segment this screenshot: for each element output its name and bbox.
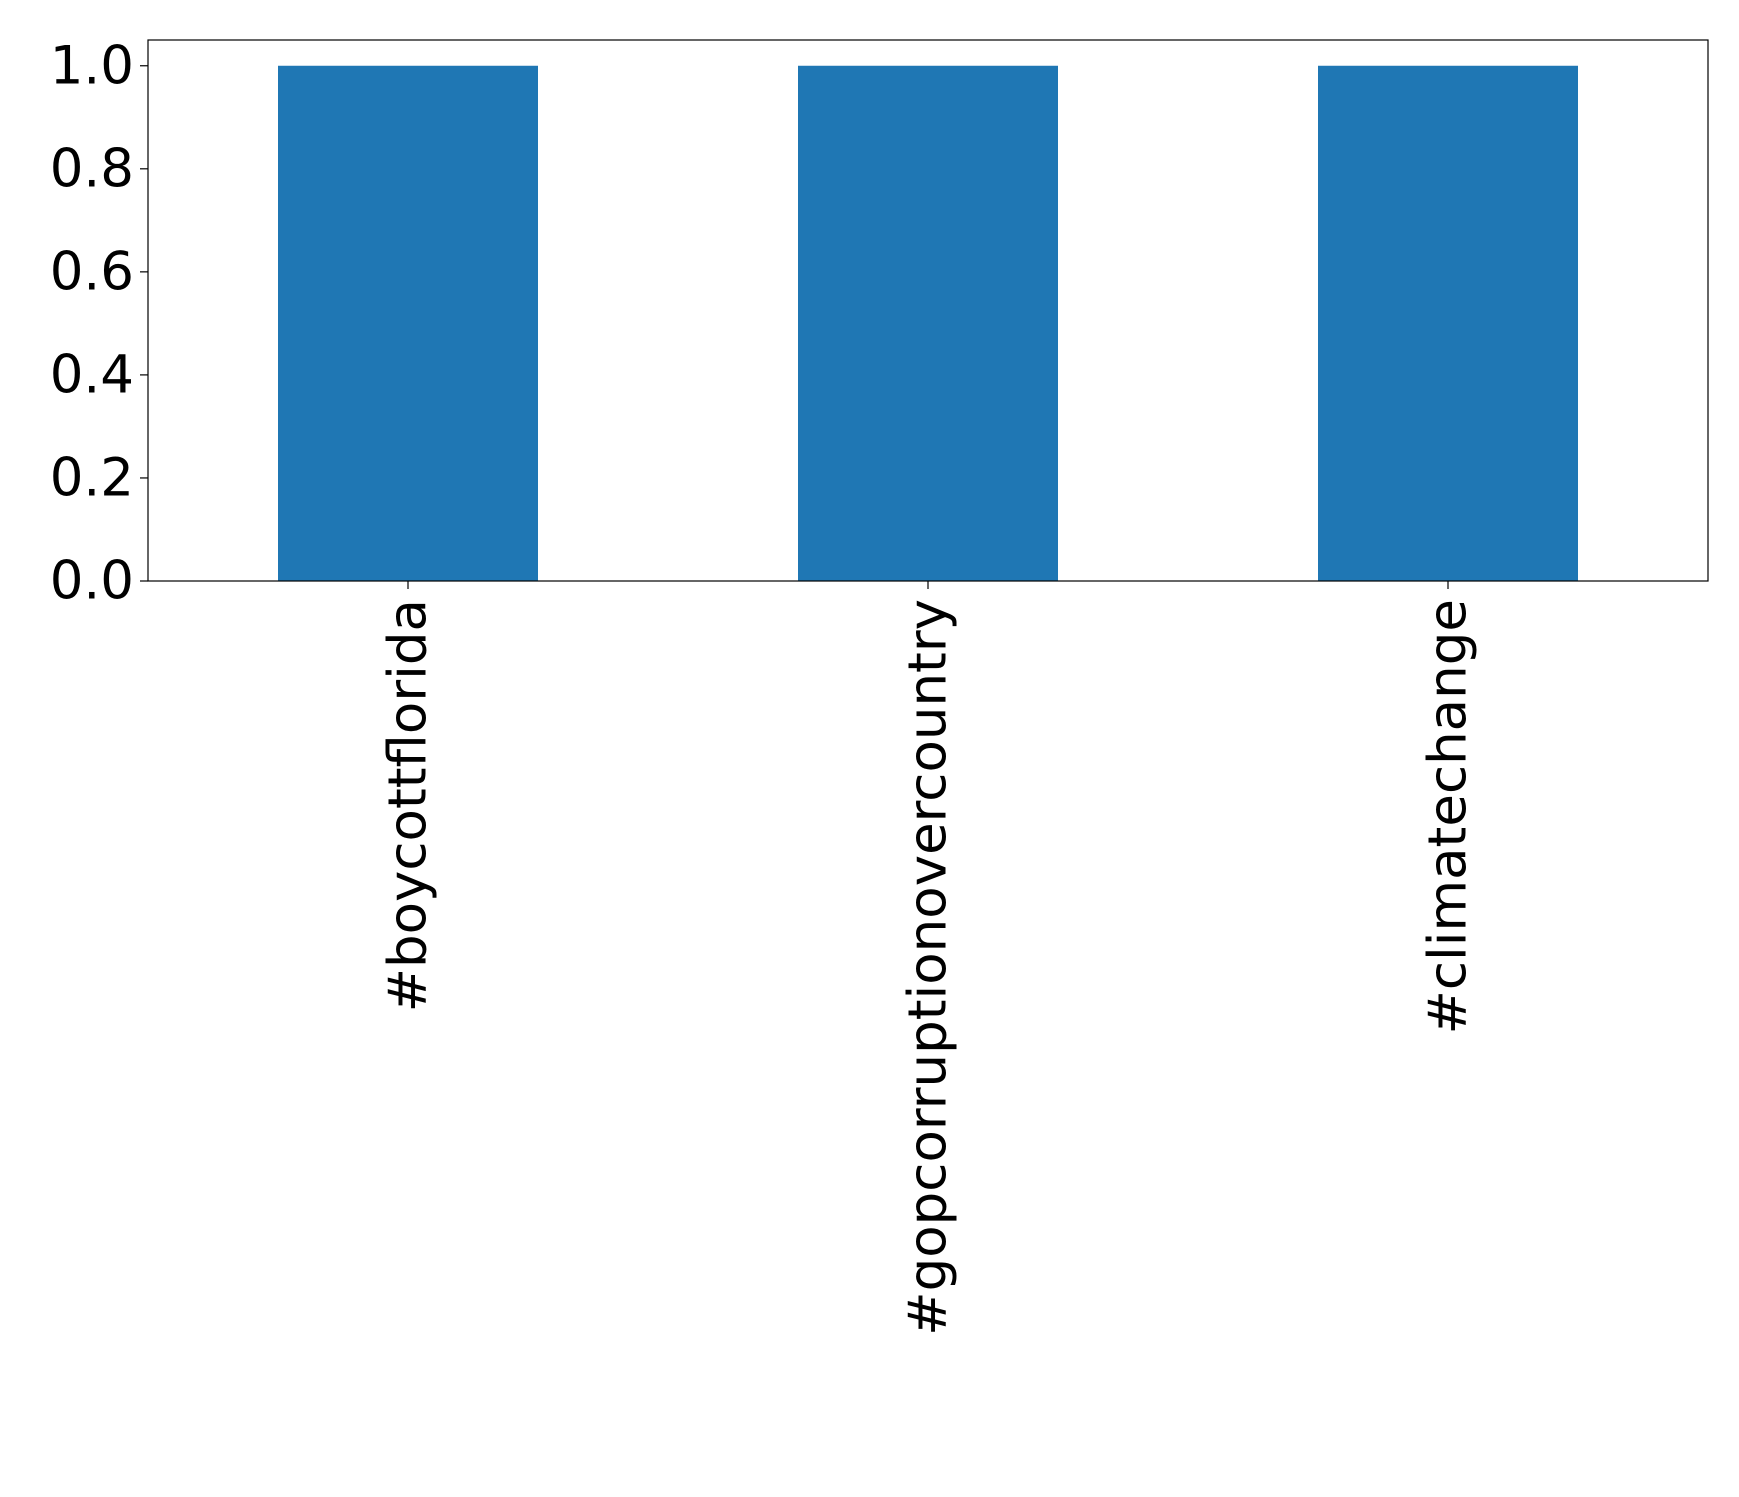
plot-frame bbox=[147, 39, 1709, 582]
y-tick-label: 0.2 bbox=[50, 447, 134, 508]
y-tick-label: 0.0 bbox=[50, 551, 134, 612]
y-tick-label: 0.4 bbox=[50, 344, 134, 405]
bar bbox=[798, 65, 1058, 581]
x-tick-label: #boycottflorida bbox=[378, 599, 439, 1012]
y-tick-label: 1.0 bbox=[50, 35, 134, 96]
y-tick-label: 0.6 bbox=[50, 241, 134, 302]
bar bbox=[1318, 65, 1578, 581]
x-tick-label: #climatechange bbox=[1418, 599, 1479, 1035]
x-tick-label: #gopcorruptionovercountry bbox=[898, 599, 959, 1336]
bar bbox=[278, 65, 538, 581]
y-tick-label: 0.8 bbox=[50, 138, 134, 199]
